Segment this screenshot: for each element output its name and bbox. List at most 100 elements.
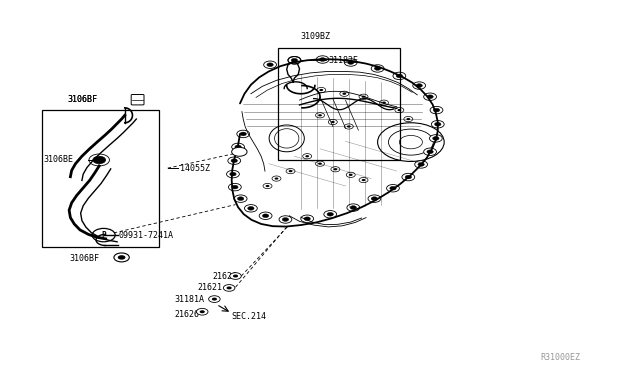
FancyBboxPatch shape (131, 94, 144, 105)
Circle shape (286, 169, 295, 174)
Circle shape (231, 159, 237, 163)
Circle shape (427, 150, 433, 154)
Circle shape (424, 148, 436, 155)
Circle shape (240, 132, 246, 136)
Circle shape (301, 215, 314, 222)
Circle shape (230, 273, 241, 279)
Circle shape (333, 168, 337, 170)
Circle shape (316, 113, 324, 118)
Circle shape (196, 308, 208, 315)
Text: 21621: 21621 (197, 283, 222, 292)
Circle shape (316, 56, 329, 63)
Circle shape (288, 57, 301, 64)
Circle shape (348, 61, 354, 64)
Circle shape (395, 108, 404, 113)
Circle shape (344, 59, 357, 66)
Circle shape (404, 116, 413, 122)
Circle shape (424, 93, 436, 100)
Circle shape (413, 82, 426, 89)
Circle shape (319, 89, 323, 91)
Circle shape (264, 61, 276, 68)
Circle shape (380, 100, 388, 105)
Circle shape (266, 185, 269, 187)
Text: R31000EZ: R31000EZ (541, 353, 581, 362)
Circle shape (234, 195, 247, 202)
Text: 21626: 21626 (212, 272, 237, 280)
Circle shape (331, 121, 335, 123)
Circle shape (272, 176, 281, 181)
Circle shape (324, 211, 337, 218)
Circle shape (402, 173, 415, 181)
Circle shape (228, 157, 241, 164)
Circle shape (93, 156, 106, 164)
Text: 3109BZ: 3109BZ (301, 32, 331, 41)
Circle shape (390, 186, 396, 190)
Circle shape (200, 310, 205, 313)
Text: 3106BE: 3106BE (44, 155, 74, 164)
Circle shape (368, 195, 381, 202)
Text: SEC.214: SEC.214 (232, 312, 267, 321)
Circle shape (291, 58, 298, 62)
Circle shape (415, 161, 428, 168)
Circle shape (118, 255, 125, 260)
Circle shape (227, 170, 239, 178)
Circle shape (427, 95, 433, 99)
Circle shape (371, 197, 378, 201)
Circle shape (435, 122, 441, 126)
Text: 3106BF: 3106BF (67, 95, 97, 104)
Bar (42, 110, 159, 247)
Circle shape (346, 172, 355, 177)
Circle shape (279, 216, 292, 223)
Text: 31181A: 31181A (174, 295, 204, 304)
Text: P: P (101, 231, 106, 240)
Circle shape (318, 114, 322, 116)
Circle shape (232, 185, 238, 189)
Circle shape (359, 177, 368, 183)
Circle shape (230, 172, 236, 176)
Circle shape (316, 161, 324, 166)
Circle shape (317, 87, 326, 93)
Circle shape (327, 212, 333, 216)
Circle shape (259, 212, 272, 219)
Circle shape (303, 154, 312, 159)
Text: 3106BF: 3106BF (69, 254, 99, 263)
Circle shape (232, 143, 244, 151)
Circle shape (282, 218, 289, 221)
Circle shape (263, 183, 272, 189)
Circle shape (350, 206, 356, 209)
Circle shape (289, 170, 292, 172)
Circle shape (429, 135, 442, 142)
Circle shape (418, 163, 424, 166)
Circle shape (396, 74, 403, 78)
Circle shape (319, 58, 326, 61)
Text: 14055Z: 14055Z (180, 164, 211, 173)
Circle shape (262, 214, 269, 218)
Text: 21626: 21626 (174, 310, 199, 319)
Circle shape (347, 125, 351, 128)
Text: 09931-7241A: 09931-7241A (118, 231, 173, 240)
Circle shape (304, 217, 310, 221)
Circle shape (318, 163, 322, 165)
Text: 3106BF: 3106BF (67, 95, 97, 104)
Circle shape (227, 286, 232, 289)
Circle shape (233, 275, 238, 278)
Circle shape (349, 174, 353, 176)
Circle shape (359, 94, 368, 99)
Circle shape (244, 205, 257, 212)
Circle shape (237, 130, 250, 138)
Circle shape (374, 67, 381, 70)
Circle shape (430, 106, 443, 114)
Circle shape (416, 84, 422, 87)
Circle shape (406, 118, 410, 120)
Circle shape (340, 91, 349, 96)
Circle shape (248, 206, 254, 210)
Circle shape (275, 177, 278, 180)
Circle shape (344, 124, 353, 129)
Circle shape (393, 72, 406, 80)
Circle shape (347, 204, 360, 211)
Circle shape (433, 108, 440, 112)
Circle shape (405, 175, 412, 179)
Circle shape (362, 179, 365, 181)
Circle shape (397, 109, 401, 111)
Circle shape (362, 96, 365, 98)
